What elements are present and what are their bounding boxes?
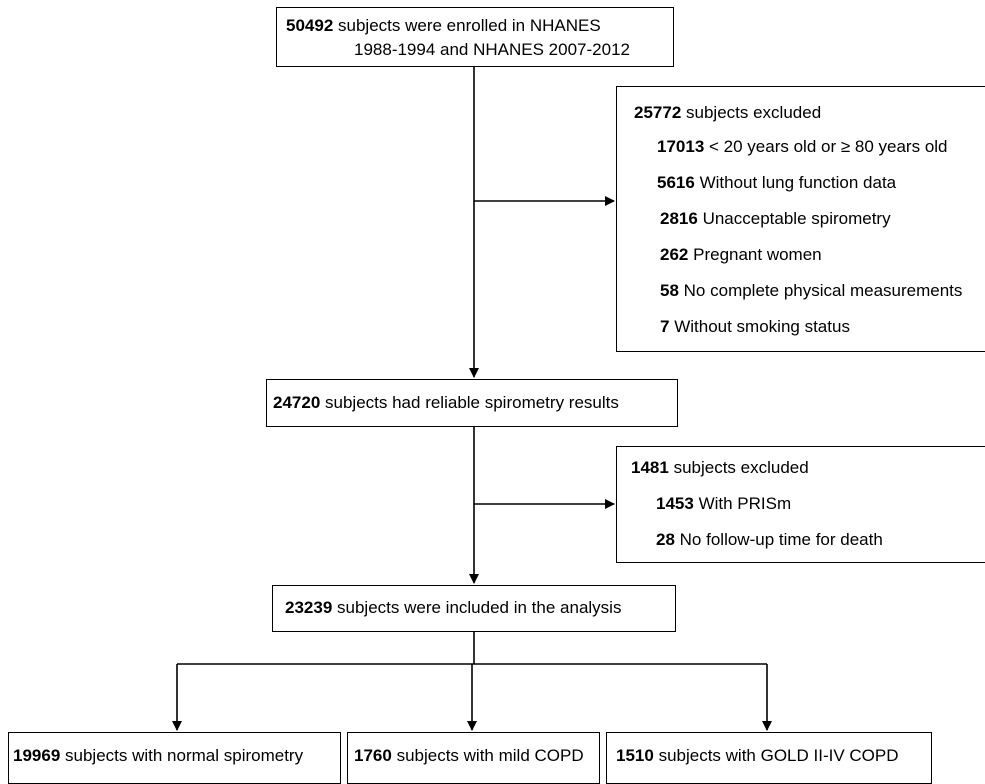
excluded1-item-count: 58 xyxy=(660,281,679,300)
included-text: 23239 subjects were included in the anal… xyxy=(285,598,621,618)
excluded1-item: 7 Without smoking status xyxy=(660,317,850,337)
outcome-mild-count: 1760 xyxy=(354,746,392,765)
outcome-normal-label: subjects with normal spirometry xyxy=(65,746,303,765)
excluded1-item-count: 7 xyxy=(660,317,669,336)
outcome-gold-label: subjects with GOLD II-IV COPD xyxy=(659,746,899,765)
reliable-text: 24720 subjects had reliable spirometry r… xyxy=(273,393,619,413)
excluded2-item-count: 1453 xyxy=(656,494,694,513)
excluded1-item-count: 262 xyxy=(660,245,688,264)
excluded2-label: subjects excluded xyxy=(674,458,809,477)
excluded2-title: 1481 subjects excluded xyxy=(631,458,809,478)
reliable-count: 24720 xyxy=(273,393,320,412)
excluded1-item: 17013 < 20 years old or ≥ 80 years old xyxy=(657,137,948,157)
enrolled-count: 50492 xyxy=(286,16,333,35)
excluded2-count: 1481 xyxy=(631,458,669,477)
excluded1-item-label: Without smoking status xyxy=(674,317,850,336)
excluded2-item: 1453 With PRISm xyxy=(656,494,791,514)
excluded1-item: 5616 Without lung function data xyxy=(657,173,896,193)
excluded1-item-label: Pregnant women xyxy=(693,245,822,264)
outcome-mild-label: subjects with mild COPD xyxy=(397,746,584,765)
excluded1-item-count: 17013 xyxy=(657,137,704,156)
excluded1-item-label: < 20 years old or ≥ 80 years old xyxy=(709,137,948,156)
excluded1-count: 25772 xyxy=(634,103,681,122)
excluded1-item: 58 No complete physical measurements xyxy=(660,281,962,301)
included-count: 23239 xyxy=(285,598,332,617)
outcome-gold-count: 1510 xyxy=(616,746,654,765)
excluded2-item: 28 No follow-up time for death xyxy=(656,530,883,550)
excluded1-item-label: No complete physical measurements xyxy=(684,281,963,300)
excluded1-item-count: 2816 xyxy=(660,209,698,228)
excluded1-item-count: 5616 xyxy=(657,173,695,192)
outcome-normal-text: 19969 subjects with normal spirometry xyxy=(13,746,303,766)
outcome-normal-count: 19969 xyxy=(13,746,60,765)
outcome-mild-text: 1760 subjects with mild COPD xyxy=(354,746,584,766)
excluded2-item-count: 28 xyxy=(656,530,675,549)
included-label: subjects were included in the analysis xyxy=(337,598,621,617)
excluded1-item: 262 Pregnant women xyxy=(660,245,822,265)
excluded1-item-label: Unacceptable spirometry xyxy=(703,209,891,228)
excluded1-item-label: Without lung function data xyxy=(700,173,897,192)
excluded1-title: 25772 subjects excluded xyxy=(634,103,821,123)
enrolled-line1: 50492 subjects were enrolled in NHANES xyxy=(286,16,601,36)
outcome-gold-text: 1510 subjects with GOLD II-IV COPD xyxy=(616,746,899,766)
enrolled-line2: 1988-1994 and NHANES 2007-2012 xyxy=(354,40,630,60)
excluded1-label: subjects excluded xyxy=(686,103,821,122)
excluded2-item-label: With PRISm xyxy=(699,494,792,513)
reliable-label: subjects had reliable spirometry results xyxy=(325,393,619,412)
enrolled-label: subjects were enrolled in NHANES xyxy=(338,16,601,35)
excluded1-item: 2816 Unacceptable spirometry xyxy=(660,209,891,229)
excluded2-item-label: No follow-up time for death xyxy=(680,530,883,549)
